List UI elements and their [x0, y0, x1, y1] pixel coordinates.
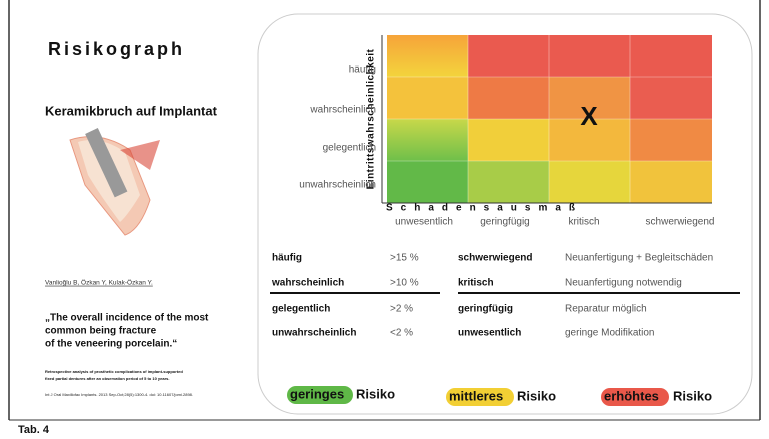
risk-suffix: Risiko	[356, 386, 395, 401]
table-cell: <2 %	[390, 328, 413, 339]
cell	[549, 77, 630, 119]
table-cell: >10 %	[390, 278, 419, 289]
quote-line: „The overall incidence of the most	[45, 313, 209, 324]
subtitle: Keramikbruch auf Implantat	[45, 103, 218, 118]
cell	[387, 119, 468, 161]
risk-suffix: Risiko	[517, 388, 556, 403]
risk-suffix: Risiko	[673, 388, 712, 403]
table-cell: Neuanfertigung notwendig	[565, 278, 682, 289]
risk-marker: X	[580, 101, 598, 131]
cell	[387, 77, 468, 119]
table-cell: wahrscheinlich	[271, 278, 344, 289]
reference-line: fixed partial dentures after an observat…	[45, 376, 169, 381]
cell	[630, 77, 712, 119]
cell	[630, 119, 712, 161]
table-cell: schwerwiegend	[458, 253, 532, 264]
cell	[468, 77, 549, 119]
row-label: unwahrscheinlich	[299, 180, 376, 191]
reference-line: Int J Oral Maxillofac Implants. 2013 Sep…	[45, 392, 193, 397]
cell	[468, 119, 549, 161]
table-cell: unwahrscheinlich	[272, 328, 356, 339]
reference-line: Retrospective analysis of prosthetic com…	[45, 369, 183, 374]
cell	[549, 119, 630, 161]
column-label: geringfügig	[480, 217, 529, 228]
risk-matrix	[381, 35, 712, 204]
cell	[387, 35, 468, 77]
caption: Tab. 4	[18, 424, 50, 436]
table-cell: unwesentlich	[458, 328, 521, 339]
table-cell: geringe Modifikation	[565, 328, 655, 339]
risk-word: geringes	[290, 386, 344, 401]
y-axis-title: Eintrittswahrscheinlichkeit	[366, 48, 377, 189]
risk-word: mittleres	[449, 388, 503, 403]
cell	[630, 161, 712, 203]
cell	[387, 161, 468, 203]
slide-title: Risikograph	[48, 39, 185, 59]
column-label: unwesentlich	[395, 217, 453, 228]
table-cell: >15 %	[390, 253, 419, 264]
table-cell: kritisch	[458, 278, 494, 289]
table-cell: Neuanfertigung + Begleitschäden	[565, 253, 713, 264]
definition-table: häufig >15 % schwerwiegend Neuanfertigung +…	[271, 253, 713, 339]
x-axis-title: Schadensausmaß	[386, 203, 583, 214]
table-cell: Reparatur möglich	[565, 304, 647, 315]
row-label: häufig	[349, 65, 376, 76]
risk-highlight	[446, 388, 514, 406]
cell	[468, 161, 549, 203]
table-cell: geringfügig	[458, 304, 513, 315]
column-label: schwerwiegend	[646, 217, 715, 228]
row-label: gelegentlich	[323, 143, 376, 154]
cell	[468, 35, 712, 77]
table-cell: >2 %	[390, 304, 413, 315]
row-label: wahrscheinlich	[309, 105, 376, 116]
risk-highlight	[601, 388, 669, 406]
table-cell: gelegentlich	[272, 304, 330, 315]
risk-word: erhöhtes	[604, 388, 659, 403]
quote-line: of the veneering porcelain.“	[45, 339, 177, 350]
table-cell: häufig	[272, 253, 302, 264]
quote-line: common being fracture	[45, 326, 157, 337]
risk-highlight	[287, 386, 353, 404]
column-label: kritisch	[568, 217, 599, 228]
implant-illustration	[69, 128, 160, 236]
cell	[549, 161, 630, 203]
authors: Vanlioğlu B, Özkan Y, Kulak-Özkan Y.	[45, 279, 153, 287]
